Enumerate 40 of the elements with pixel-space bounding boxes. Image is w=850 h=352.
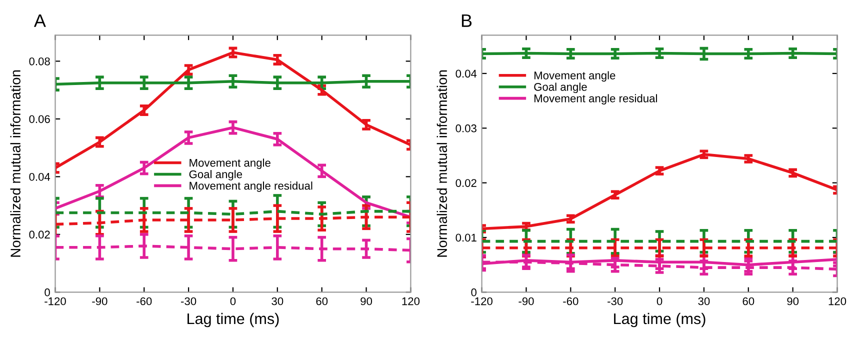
x-tick-label: 120 bbox=[402, 297, 420, 306]
y-tick-label: 0.04 bbox=[29, 172, 50, 181]
y-tick-label: 0.01 bbox=[456, 234, 476, 242]
legend-label: Movement angle bbox=[190, 158, 270, 169]
x-tick-label: 30 bbox=[272, 297, 284, 306]
legend-label: Movement angle residual bbox=[534, 94, 657, 105]
x-tick-label: 90 bbox=[360, 297, 372, 306]
legend-label: Goal angle bbox=[189, 170, 242, 180]
legend-label: Goal angle bbox=[534, 82, 587, 94]
legend-label: Movement angle residual bbox=[190, 182, 312, 192]
x-tick-label: 120 bbox=[828, 297, 846, 306]
chart-title: B bbox=[462, 14, 472, 27]
y-tick-label: 0.03 bbox=[456, 124, 476, 132]
legend-label: Movement angle bbox=[534, 71, 616, 82]
x-axis-title: Lag time (ms) bbox=[188, 312, 279, 328]
y-axis-title: Normalized mutual information bbox=[10, 70, 20, 257]
x-tick-label: 30 bbox=[698, 297, 710, 306]
y-tick-label: 0.04 bbox=[456, 70, 477, 78]
x-tick-label: 0 bbox=[230, 297, 236, 306]
x-tick-label: -90 bbox=[92, 297, 108, 306]
x-tick-label: -30 bbox=[181, 297, 196, 306]
y-tick-label: 0.08 bbox=[29, 57, 50, 66]
y-axis-title: Normalized mutual information bbox=[436, 70, 448, 257]
y-tick-label: 0.02 bbox=[456, 179, 476, 187]
y-tick-label: 0 bbox=[471, 288, 476, 296]
x-tick-label: -30 bbox=[608, 297, 623, 306]
x-axis-title: Lag time (ms) bbox=[614, 312, 706, 328]
x-tick-label: 60 bbox=[742, 297, 754, 306]
x-tick-label: -60 bbox=[563, 297, 578, 306]
x-tick-label: 90 bbox=[787, 297, 799, 306]
chart-title: A bbox=[34, 14, 46, 27]
x-tick-label: 0 bbox=[656, 297, 662, 306]
y-tick-label: 0 bbox=[44, 288, 50, 296]
x-tick-label: -120 bbox=[44, 297, 66, 306]
x-tick-label: 60 bbox=[316, 297, 328, 306]
y-tick-label: 0.06 bbox=[29, 115, 50, 124]
x-tick-label: -120 bbox=[471, 297, 492, 306]
y-tick-label: 0.02 bbox=[29, 230, 50, 239]
x-tick-label: -90 bbox=[518, 297, 534, 306]
x-tick-label: -60 bbox=[136, 297, 152, 306]
